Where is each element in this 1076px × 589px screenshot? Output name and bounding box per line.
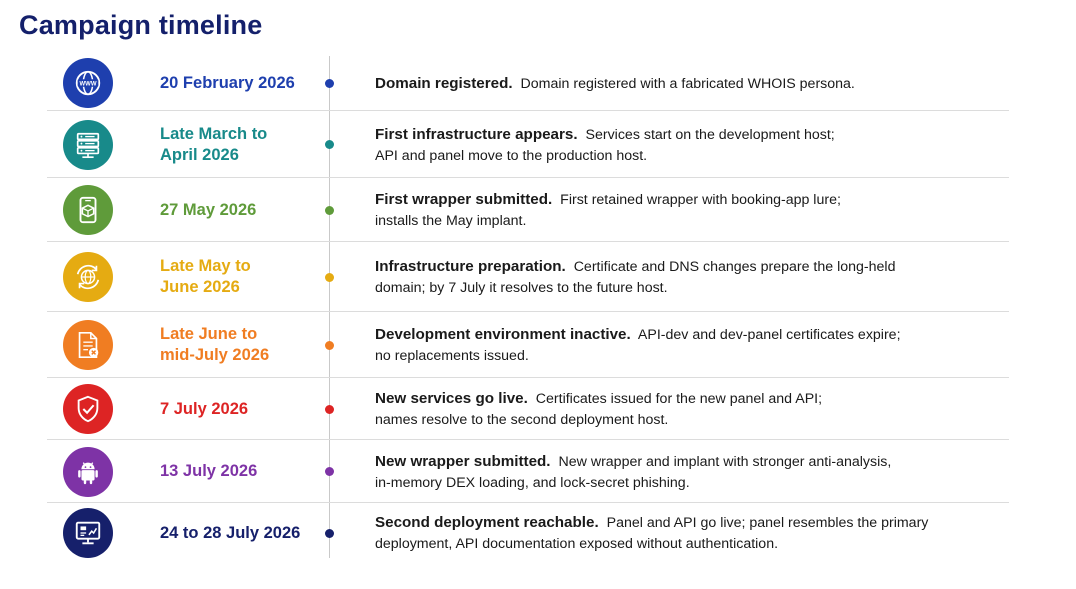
event-description-line: New wrapper submitted. New wrapper and i…	[375, 451, 975, 473]
timeline-row: Late June to mid-July 2026 Development env…	[47, 312, 1009, 378]
event-date: 27 May 2026	[160, 200, 320, 221]
event-description: Domain registered. Domain registered wit…	[375, 73, 975, 95]
row-divider	[47, 439, 1009, 440]
event-date: 7 July 2026	[160, 399, 320, 420]
server-rack-icon	[63, 120, 113, 170]
event-text: Services start on the development host;	[585, 127, 835, 143]
event-text: Certificate and DNS changes prepare the …	[573, 259, 896, 275]
event-description: New wrapper submitted. New wrapper and i…	[375, 451, 975, 494]
timeline-row: Late March to April 2026 First infrastruct…	[47, 111, 1009, 178]
timeline-dot	[325, 341, 334, 350]
event-heading: Development environment inactive.	[375, 326, 631, 343]
event-description-line: First infrastructure appears. Services s…	[375, 124, 975, 146]
event-description-line: deployment, API documentation exposed wi…	[375, 534, 975, 555]
event-date-line: 24 to 28 July 2026	[160, 524, 301, 542]
event-description-line: names resolve to the second deployment h…	[375, 410, 975, 431]
event-description-line: New services go live. Certificates issue…	[375, 388, 975, 410]
timeline-dot	[325, 467, 334, 476]
event-date: 20 February 2026	[160, 73, 320, 94]
event-text: deployment, API documentation exposed wi…	[375, 536, 779, 552]
event-date: Late May to June 2026	[160, 256, 320, 298]
timeline-dot	[325, 140, 334, 149]
event-description-line: in-memory DEX loading, and lock-secret p…	[375, 473, 975, 494]
event-heading: First wrapper submitted.	[375, 191, 553, 208]
event-heading: Infrastructure preparation.	[375, 258, 566, 275]
event-description-line: First wrapper submitted. First retained …	[375, 189, 975, 211]
globe-sync-icon	[63, 252, 113, 302]
event-description-line: Domain registered. Domain registered wit…	[375, 73, 975, 95]
timeline-row: Late May to June 2026 Infrastructure prepa…	[47, 242, 1009, 312]
page-title: Campaign timeline	[19, 10, 263, 40]
timeline-dot	[325, 405, 334, 414]
event-heading: First infrastructure appears.	[375, 126, 578, 143]
event-text: in-memory DEX loading, and lock-secret p…	[375, 475, 690, 491]
timeline-row: 13 July 2026 New wrapper submitted. New w…	[47, 440, 1009, 503]
event-date-line: 13 July 2026	[160, 462, 258, 480]
row-divider	[47, 377, 1009, 378]
event-text: no replacements issued.	[375, 348, 529, 364]
document-expired-icon	[63, 320, 113, 370]
event-heading: New wrapper submitted.	[375, 453, 551, 470]
event-description: Development environment inactive. API-de…	[375, 324, 975, 367]
event-description: Second deployment reachable. Panel and A…	[375, 512, 975, 555]
event-date-line: Late May to	[160, 257, 251, 275]
event-text: API-dev and dev-panel certificates expir…	[637, 327, 901, 343]
event-text: API and panel move to the production hos…	[375, 148, 648, 164]
event-date: Late June to mid-July 2026	[160, 324, 320, 366]
globe-www-icon: WWW	[63, 58, 113, 108]
event-description-line: Infrastructure preparation. Certificate …	[375, 256, 975, 278]
event-text: Certificates issued for the new panel an…	[535, 391, 823, 407]
event-description-line: domain; by 7 July it resolves to the fut…	[375, 278, 975, 299]
svg-text:WWW: WWW	[80, 81, 97, 87]
row-divider	[47, 241, 1009, 242]
event-text: domain; by 7 July it resolves to the fut…	[375, 280, 668, 296]
event-text: First retained wrapper with booking-app …	[560, 192, 841, 208]
event-date: 24 to 28 July 2026	[160, 523, 320, 544]
event-description: First infrastructure appears. Services s…	[375, 124, 975, 167]
timeline-row: 7 July 2026 New services go live. Certifi…	[47, 378, 1009, 440]
shield-check-icon	[63, 384, 113, 434]
event-description-line: Second deployment reachable. Panel and A…	[375, 512, 975, 534]
timeline-row: 27 May 2026 First wrapper submitted. Firs…	[47, 178, 1009, 242]
event-date-line: mid-July 2026	[160, 346, 270, 364]
event-date-line: Late March to	[160, 125, 268, 143]
timeline-axis	[329, 56, 330, 558]
event-date-line: Late June to	[160, 325, 258, 343]
event-description: New services go live. Certificates issue…	[375, 388, 975, 431]
event-heading: New services go live.	[375, 390, 528, 407]
monitor-dashboard-icon	[63, 508, 113, 558]
event-heading: Domain registered.	[375, 75, 513, 92]
phone-package-icon	[63, 185, 113, 235]
event-date-line: 7 July 2026	[160, 400, 249, 418]
event-description-line: Development environment inactive. API-de…	[375, 324, 975, 346]
timeline-dot	[325, 273, 334, 282]
event-heading: Second deployment reachable.	[375, 514, 599, 531]
event-date-line: April 2026	[160, 146, 239, 164]
event-description: First wrapper submitted. First retained …	[375, 189, 975, 232]
event-date-line: 20 February 2026	[160, 74, 295, 92]
timeline-dot	[325, 206, 334, 215]
event-text: installs the May implant.	[375, 213, 527, 229]
row-divider	[47, 502, 1009, 503]
event-text: New wrapper and implant with stronger an…	[558, 454, 892, 470]
event-date: 13 July 2026	[160, 461, 320, 482]
event-description-line: API and panel move to the production hos…	[375, 146, 975, 167]
event-date-line: 27 May 2026	[160, 201, 257, 219]
row-divider	[47, 177, 1009, 178]
event-text: Domain registered with a fabricated WHOI…	[520, 76, 855, 92]
event-description-line: installs the May implant.	[375, 211, 975, 232]
event-text: names resolve to the second deployment h…	[375, 412, 669, 428]
event-date-line: June 2026	[160, 278, 240, 296]
timeline-dot	[325, 529, 334, 538]
event-description-line: no replacements issued.	[375, 346, 975, 367]
event-description: Infrastructure preparation. Certificate …	[375, 256, 975, 299]
timeline-dot	[325, 79, 334, 88]
row-divider	[47, 110, 1009, 111]
timeline-row: WWW 20 February 2026 Domain registered. Do…	[47, 55, 1009, 111]
event-date: Late March to April 2026	[160, 124, 320, 166]
android-icon	[63, 447, 113, 497]
event-text: Panel and API go live; panel resembles t…	[606, 515, 929, 531]
timeline-row: 24 to 28 July 2026 Second deployment reac…	[47, 503, 1009, 563]
row-divider	[47, 311, 1009, 312]
